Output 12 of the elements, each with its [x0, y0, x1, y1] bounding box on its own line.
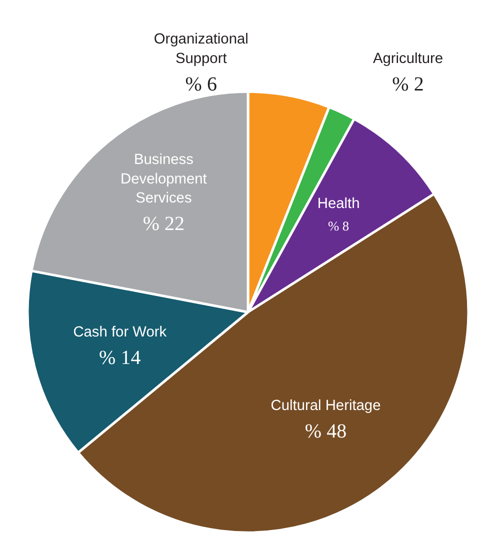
slice-label: Cultural Heritage — [270, 398, 381, 414]
data-label: % 2 — [392, 73, 424, 96]
slice-label: Health — [317, 196, 360, 212]
slice-label: Business Development Services — [120, 152, 207, 206]
data-label: % 48 — [304, 420, 347, 443]
slice-label: Agriculture — [372, 50, 444, 67]
data-label: % 6 — [185, 73, 217, 96]
data-label: % 14 — [99, 346, 141, 369]
data-label: % 8 — [328, 218, 350, 234]
slice-label: Organizational Support — [154, 32, 248, 67]
slice-label: Cash for Work — [73, 324, 168, 340]
data-label: % 22 — [142, 213, 185, 236]
